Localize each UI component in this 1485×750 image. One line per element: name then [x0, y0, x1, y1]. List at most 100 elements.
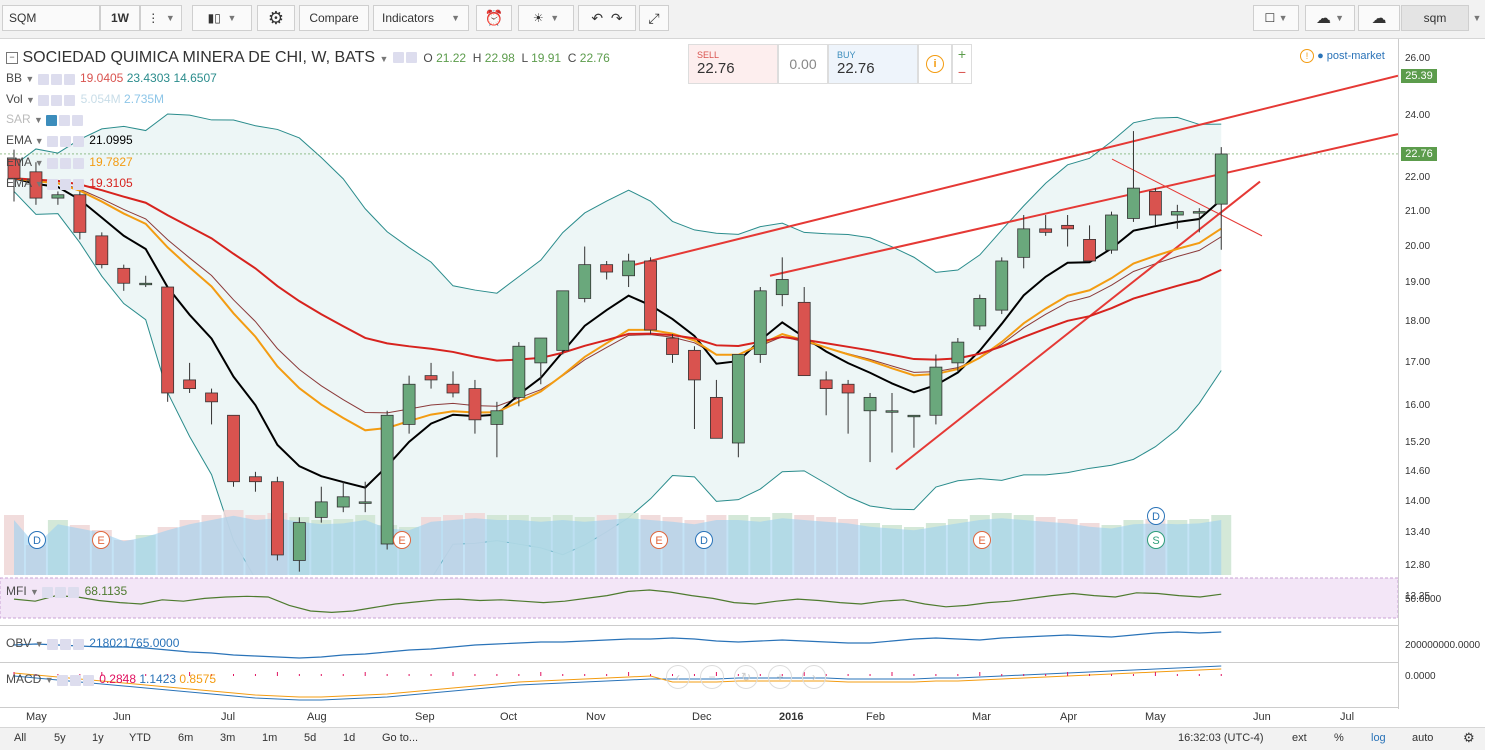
candle-body [1039, 228, 1053, 233]
range-1y[interactable]: 1y [92, 732, 104, 744]
candle-body [1083, 239, 1096, 262]
time-axis-label: Jun [1253, 711, 1271, 723]
post-market-indicator[interactable]: ! ● post-market [1300, 49, 1385, 63]
main-chart[interactable] [0, 39, 1398, 575]
legend-obv: OBV ▼ 218021765.0000 [6, 636, 180, 651]
scroll-right-icon[interactable]: › [802, 665, 826, 689]
price-tick-label: 21.00 [1405, 205, 1431, 217]
reset-icon[interactable]: ↻ [734, 665, 758, 689]
bollinger-band-fill [14, 113, 1222, 575]
buy-label: BUY [837, 50, 856, 60]
legend-sar: SAR ▼ [6, 111, 85, 127]
minus-icon[interactable]: − [957, 64, 967, 80]
earnings-marker[interactable]: E [973, 531, 991, 549]
settings-button[interactable]: ⚙ [257, 5, 295, 31]
gear-icon[interactable]: ⚙ [1463, 730, 1475, 745]
earnings-marker[interactable]: E [393, 531, 411, 549]
candle-body [819, 379, 833, 390]
mfi-pane[interactable] [0, 576, 1398, 624]
earnings-marker[interactable]: E [650, 531, 668, 549]
log-toggle[interactable]: log [1371, 732, 1386, 744]
quantity-stepper[interactable]: + − [952, 44, 972, 84]
alarm-clock-icon: ⏰ [484, 10, 504, 27]
macd-hist-value: 0.2848 [99, 672, 136, 686]
range-1m[interactable]: 1m [262, 732, 278, 744]
eye-icon [46, 115, 58, 127]
candle-body [139, 282, 153, 286]
vol-label: Vol [6, 92, 23, 106]
chart-name-dropdown[interactable]: ▼ [1469, 5, 1485, 31]
interval-dropdown[interactable]: ⋮ ▼ [140, 5, 182, 31]
chart-name-button[interactable]: sqm [1401, 5, 1469, 31]
obv-pane[interactable] [0, 625, 1398, 661]
macd-line [13, 665, 1222, 701]
candle-body [710, 396, 723, 439]
time-axis-label: Dec [692, 711, 712, 723]
sell-button[interactable]: SELL 22.76 [688, 44, 778, 84]
ext-toggle[interactable]: ext [1292, 732, 1307, 744]
dividend-marker[interactable]: D [28, 531, 46, 549]
auto-toggle[interactable]: auto [1412, 732, 1434, 744]
range-all[interactable]: All [14, 732, 27, 744]
collapse-icon[interactable]: − [6, 52, 18, 64]
alert-button[interactable]: ⏰ [476, 5, 512, 31]
time-axis-label: Sep [415, 711, 435, 723]
ema-slow-value: 19.3105 [89, 176, 133, 190]
symbol-text: SQM [9, 11, 37, 25]
candle-body [841, 383, 855, 394]
save-chart-button[interactable]: ☁ [1358, 5, 1400, 31]
indicators-button[interactable]: Indicators ▼ [373, 5, 469, 31]
plus-icon[interactable]: + [957, 46, 967, 62]
go-to-button[interactable]: Go to... [382, 732, 419, 744]
range-5d[interactable]: 5d [304, 732, 317, 744]
earnings-marker[interactable]: E [92, 531, 110, 549]
vol-ma: 2.735M [124, 92, 165, 106]
sell-label: SELL [697, 50, 720, 60]
candle-body [117, 267, 131, 284]
legend-actions[interactable] [392, 48, 419, 68]
info-button[interactable]: i [918, 44, 952, 84]
macd-pane[interactable] [0, 662, 1398, 706]
mfi-axis-label: 50.0000 [1405, 594, 1442, 605]
candle-body [183, 379, 197, 390]
fullscreen-button[interactable]: ⤢ [639, 5, 669, 31]
sar-label: SAR [6, 112, 31, 126]
time-axis-label: Jul [1340, 711, 1355, 723]
zoom-out-icon[interactable]: − [700, 665, 724, 689]
redo-icon[interactable]: ↷ [610, 9, 623, 26]
legend-bb: BB ▼ 19.0405 23.4303 14.6507 [6, 71, 217, 86]
time-axis[interactable] [0, 707, 1398, 728]
range-3m[interactable]: 3m [220, 732, 236, 744]
dividend-marker[interactable]: D [1147, 507, 1165, 525]
zoom-in-icon[interactable]: + [768, 665, 792, 689]
compare-button[interactable]: Compare [299, 5, 369, 31]
undo-icon[interactable]: ↶ [591, 9, 604, 26]
undo-redo-buttons[interactable]: ↶ ↷ [578, 5, 636, 31]
range-6m[interactable]: 6m [178, 732, 194, 744]
interval-text: 1W [111, 11, 129, 25]
symbol-input[interactable]: SQM [2, 5, 100, 31]
interval-button[interactable]: 1W [100, 5, 140, 31]
price-axis[interactable] [1398, 39, 1485, 709]
chart-type-button[interactable]: ▮▯ ▼ [192, 5, 252, 31]
time-axis-label: May [26, 711, 47, 723]
percent-toggle[interactable]: % [1334, 732, 1344, 744]
dividend-marker[interactable]: D [695, 531, 713, 549]
drawing-tools-button[interactable]: ☀ ▼ [518, 5, 574, 31]
layout-button[interactable]: ☐ ▼ [1253, 5, 1299, 31]
range-ytd[interactable]: YTD [129, 732, 151, 744]
mfi-value: 68.1135 [84, 584, 128, 598]
split-marker[interactable]: S [1147, 531, 1165, 549]
mfi-band [0, 577, 1398, 619]
range-5y[interactable]: 5y [54, 732, 66, 744]
range-1d[interactable]: 1d [343, 732, 356, 744]
indicators-label: Indicators [382, 11, 435, 25]
candle-body [775, 279, 789, 296]
chevron-down-icon[interactable]: ▼ [379, 54, 389, 65]
scroll-left-icon[interactable]: ‹ [666, 665, 690, 689]
buy-button[interactable]: BUY 22.76 [828, 44, 918, 84]
chevron-down-icon: ▼ [451, 13, 460, 23]
legend-ema2: EMA ▼ 19.7827 [6, 155, 133, 170]
candle-body [249, 476, 262, 483]
load-chart-button[interactable]: ☁ ▼ [1305, 5, 1355, 31]
